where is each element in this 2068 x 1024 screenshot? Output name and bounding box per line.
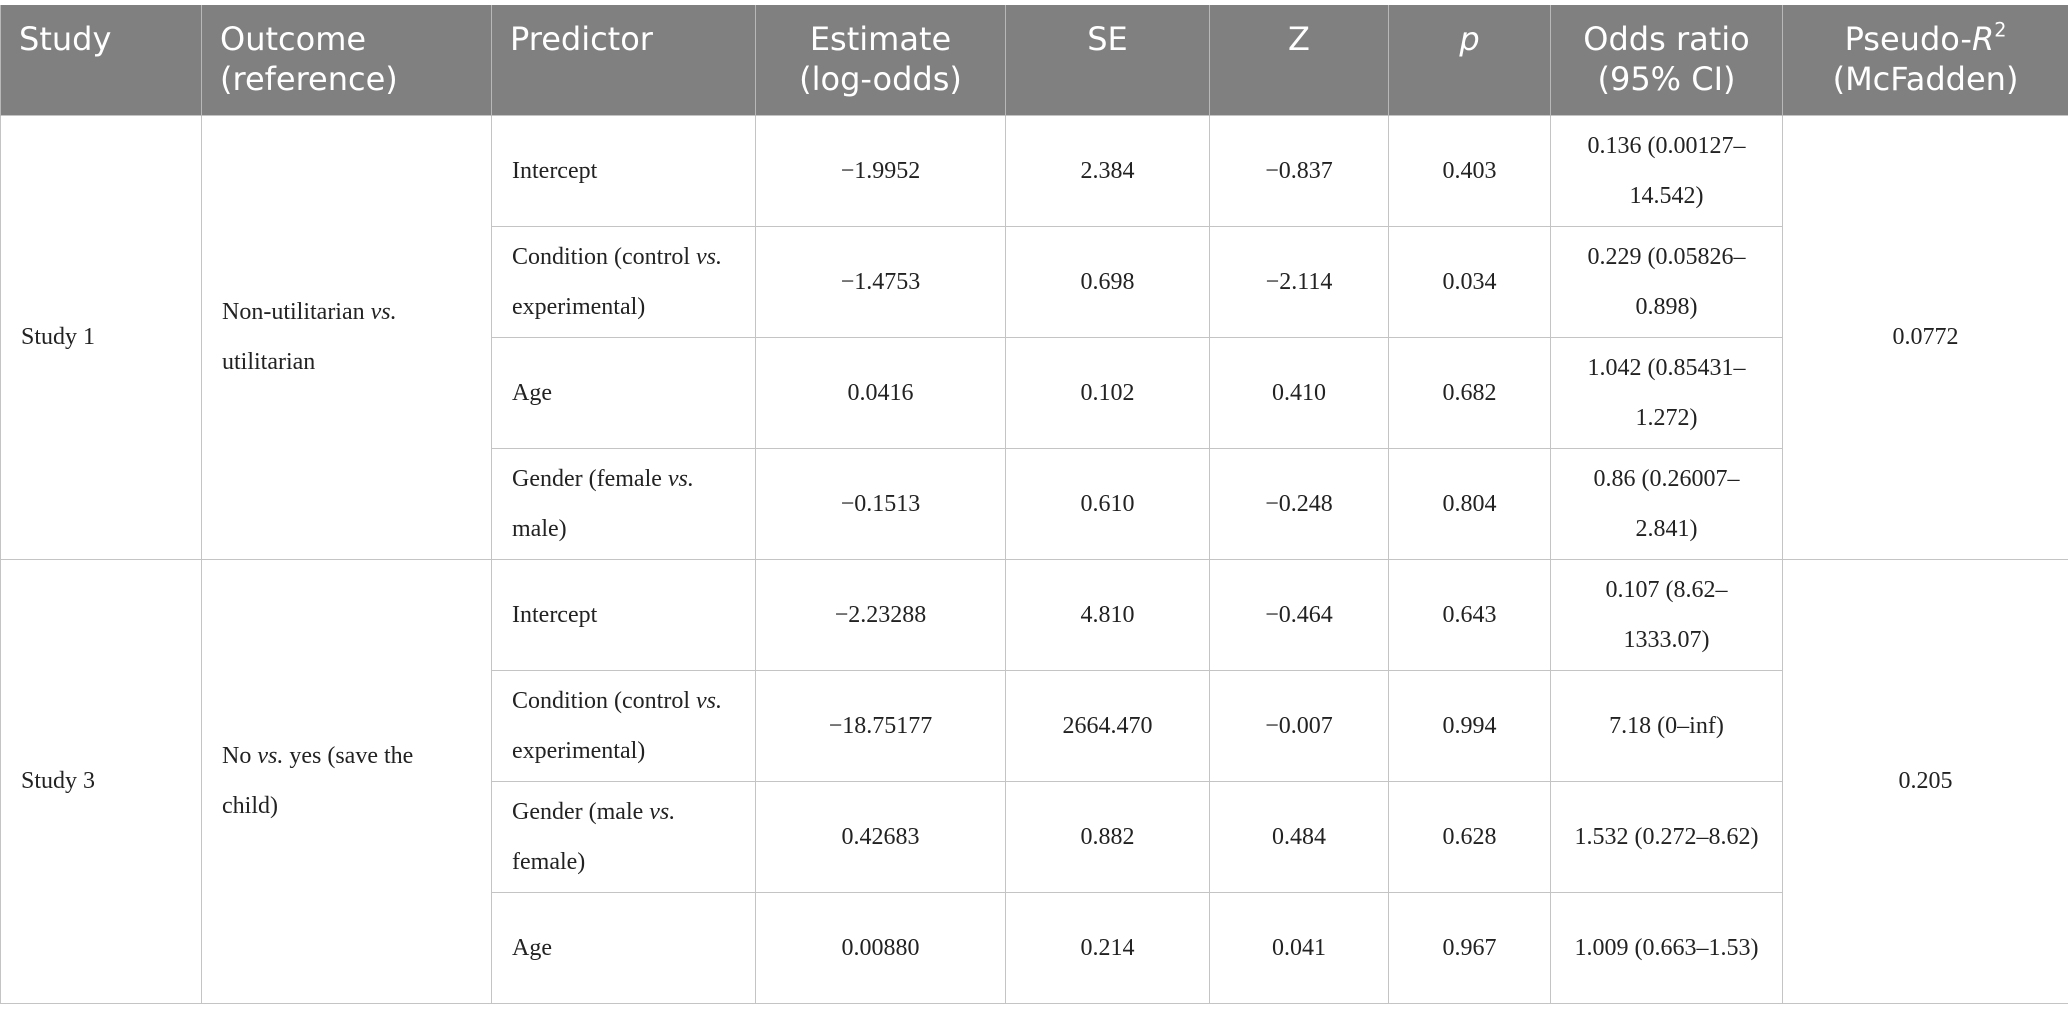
table-row: Gender (female vs. male) −0.1513 0.610 −0.2… <box>1 447 2068 560</box>
table-row: Condition (control vs. experimental) −1.4… <box>1 225 2068 338</box>
pseudo-r2-cell: 0.0772 <box>1782 114 2068 560</box>
column-header-odds-ratio: Odds ratio (95% CI) <box>1550 5 1783 115</box>
p-cell: 0.403 <box>1388 114 1551 227</box>
estimate-cell: 0.42683 <box>755 780 1006 893</box>
predictor-cell: Age <box>491 891 756 1004</box>
z-cell: −0.837 <box>1209 114 1389 227</box>
table-header: Study Outcome (reference) Predictor Estimat… <box>0 5 2068 115</box>
outcome-cell: Non-utilitarian vs. utilitarian <box>201 114 492 560</box>
study-cell: Study 3 <box>0 558 202 1004</box>
se-cell: 4.810 <box>1005 558 1210 671</box>
table-body: Study 1 Non-utilitarian vs. utilitarian In… <box>0 114 2068 1004</box>
se-cell: 0.102 <box>1005 336 1210 449</box>
p-cell: 0.967 <box>1388 891 1551 1004</box>
table-row: Gender (male vs. female) 0.42683 0.882 0.48… <box>1 780 2068 893</box>
z-cell: −2.114 <box>1209 225 1389 338</box>
pseudo-r2-cell: 0.205 <box>1782 558 2068 1004</box>
p-cell: 0.804 <box>1388 447 1551 560</box>
table-row: Age 0.00880 0.214 0.041 0.967 1.009 (0.663–1.… <box>1 891 2068 1004</box>
odds-ratio-cell: 0.86 (0.26007–2.841) <box>1550 447 1783 560</box>
se-cell: 0.610 <box>1005 447 1210 560</box>
predictor-cell: Condition (control vs. experimental) <box>491 225 756 338</box>
se-cell: 0.882 <box>1005 780 1210 893</box>
column-header-outcome: Outcome (reference) <box>201 5 492 115</box>
study-cell: Study 1 <box>0 114 202 560</box>
p-cell: 0.994 <box>1388 669 1551 782</box>
predictor-cell: Intercept <box>491 114 756 227</box>
z-cell: 0.041 <box>1209 891 1389 1004</box>
column-header-predictor: Predictor <box>491 5 756 115</box>
se-cell: 2.384 <box>1005 114 1210 227</box>
estimate-cell: −1.9952 <box>755 114 1006 227</box>
predictor-cell: Intercept <box>491 558 756 671</box>
se-cell: 0.698 <box>1005 225 1210 338</box>
z-cell: 0.484 <box>1209 780 1389 893</box>
column-header-z: Z <box>1209 5 1389 115</box>
odds-ratio-cell: 0.107 (8.62–1333.07) <box>1550 558 1783 671</box>
se-cell: 0.214 <box>1005 891 1210 1004</box>
estimate-cell: 0.0416 <box>755 336 1006 449</box>
p-cell: 0.034 <box>1388 225 1551 338</box>
p-cell: 0.682 <box>1388 336 1551 449</box>
p-cell: 0.628 <box>1388 780 1551 893</box>
estimate-cell: 0.00880 <box>755 891 1006 1004</box>
odds-ratio-cell: 7.18 (0–inf) <box>1550 669 1783 782</box>
z-cell: −0.248 <box>1209 447 1389 560</box>
column-header-estimate: Estimate (log-odds) <box>755 5 1006 115</box>
odds-ratio-cell: 1.532 (0.272–8.62) <box>1550 780 1783 893</box>
estimate-cell: −1.4753 <box>755 225 1006 338</box>
odds-ratio-cell: 0.229 (0.05826–0.898) <box>1550 225 1783 338</box>
header-row: Study Outcome (reference) Predictor Estimat… <box>0 5 2068 115</box>
predictor-cell: Gender (male vs. female) <box>491 780 756 893</box>
z-cell: 0.410 <box>1209 336 1389 449</box>
predictor-cell: Condition (control vs. experimental) <box>491 669 756 782</box>
p-cell: 0.643 <box>1388 558 1551 671</box>
odds-ratio-cell: 1.009 (0.663–1.53) <box>1550 891 1783 1004</box>
predictor-cell: Age <box>491 336 756 449</box>
column-header-study: Study <box>0 5 202 115</box>
outcome-cell: No vs. yes (save the child) <box>201 558 492 1004</box>
column-header-pseudo-r2: Pseudo-R2 (McFadden) <box>1782 5 2068 115</box>
table-row: Study 1 Non-utilitarian vs. utilitarian In… <box>0 114 2068 560</box>
estimate-cell: −0.1513 <box>755 447 1006 560</box>
table-row: Age 0.0416 0.102 0.410 0.682 1.042 (0.85431–1… <box>1 336 2068 449</box>
odds-ratio-cell: 0.136 (0.00127–14.542) <box>1550 114 1783 227</box>
table-row: Study 3 No vs. yes (save the child) Interc… <box>0 558 2068 1004</box>
column-header-se: SE <box>1005 5 1210 115</box>
column-header-p: p <box>1388 5 1551 115</box>
predictor-cell: Gender (female vs. male) <box>491 447 756 560</box>
odds-ratio-cell: 1.042 (0.85431–1.272) <box>1550 336 1783 449</box>
z-cell: −0.464 <box>1209 558 1389 671</box>
estimate-cell: −2.23288 <box>755 558 1006 671</box>
table-row: Condition (control vs. experimental) −18.… <box>1 669 2068 782</box>
se-cell: 2664.470 <box>1005 669 1210 782</box>
estimate-cell: −18.75177 <box>755 669 1006 782</box>
z-cell: −0.007 <box>1209 669 1389 782</box>
regression-table: Study Outcome (reference) Predictor Estimat… <box>0 5 2068 1004</box>
